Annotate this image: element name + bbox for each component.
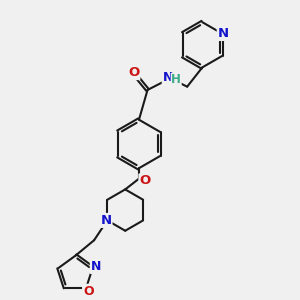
Text: O: O <box>83 285 94 298</box>
Text: N: N <box>163 70 173 83</box>
Text: N: N <box>218 27 229 40</box>
Text: O: O <box>128 66 140 79</box>
Text: H: H <box>171 73 181 86</box>
Text: N: N <box>91 260 101 273</box>
Text: N: N <box>100 214 112 227</box>
Text: O: O <box>140 174 151 188</box>
